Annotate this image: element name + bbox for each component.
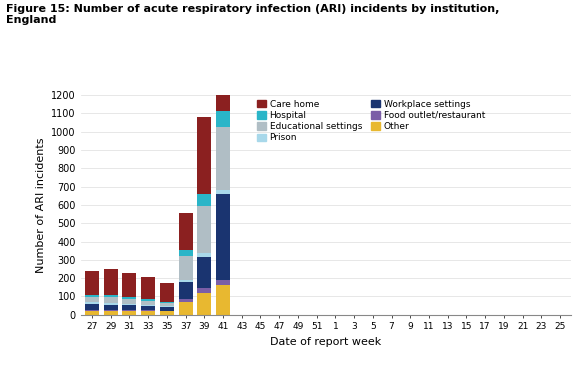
Bar	[85, 310, 99, 311]
Bar	[179, 282, 193, 299]
Bar	[179, 250, 193, 256]
Y-axis label: Number of ARI incidents: Number of ARI incidents	[36, 137, 46, 273]
Bar	[122, 299, 137, 304]
Bar	[216, 111, 230, 127]
Bar	[216, 285, 230, 315]
Bar	[141, 305, 155, 306]
Bar	[141, 277, 155, 299]
Bar	[104, 303, 118, 305]
Bar	[122, 311, 137, 315]
Bar	[85, 295, 99, 297]
Bar	[197, 206, 211, 253]
Bar	[122, 305, 137, 310]
Bar	[179, 256, 193, 280]
Bar	[104, 295, 118, 297]
Bar	[122, 273, 137, 297]
Bar	[104, 297, 118, 303]
Bar	[160, 307, 174, 310]
Bar	[85, 271, 99, 295]
Bar	[197, 253, 211, 257]
Bar	[104, 310, 118, 311]
Bar	[85, 297, 99, 302]
Bar	[160, 302, 174, 303]
Bar	[141, 311, 155, 315]
Bar	[122, 310, 137, 311]
Bar	[141, 310, 155, 311]
Bar	[160, 311, 174, 315]
Bar	[216, 194, 230, 280]
Bar	[179, 280, 193, 282]
Bar	[122, 297, 137, 299]
Bar	[141, 299, 155, 301]
Bar	[197, 117, 211, 194]
Bar	[141, 301, 155, 305]
Bar	[141, 306, 155, 310]
Bar	[85, 311, 99, 315]
Bar	[216, 190, 230, 194]
Bar	[160, 283, 174, 302]
Bar	[197, 293, 211, 315]
Bar	[85, 302, 99, 304]
Bar	[104, 311, 118, 315]
Bar	[216, 280, 230, 285]
X-axis label: Date of report week: Date of report week	[271, 337, 381, 347]
Bar	[160, 310, 174, 311]
Bar	[85, 304, 99, 310]
Bar	[216, 127, 230, 190]
Bar	[179, 213, 193, 250]
Text: Figure 15: Number of acute respiratory infection (ARI) incidents by institution,: Figure 15: Number of acute respiratory i…	[6, 4, 499, 25]
Bar	[160, 306, 174, 307]
Bar	[216, 8, 230, 111]
Bar	[197, 257, 211, 288]
Bar	[179, 299, 193, 302]
Bar	[197, 194, 211, 206]
Bar	[104, 269, 118, 295]
Bar	[179, 302, 193, 315]
Bar	[104, 305, 118, 310]
Bar	[122, 304, 137, 305]
Bar	[160, 303, 174, 306]
Bar	[197, 288, 211, 293]
Legend: Care home, Hospital, Educational settings, Prison, Workplace settings, Food outl: Care home, Hospital, Educational setting…	[257, 100, 485, 142]
